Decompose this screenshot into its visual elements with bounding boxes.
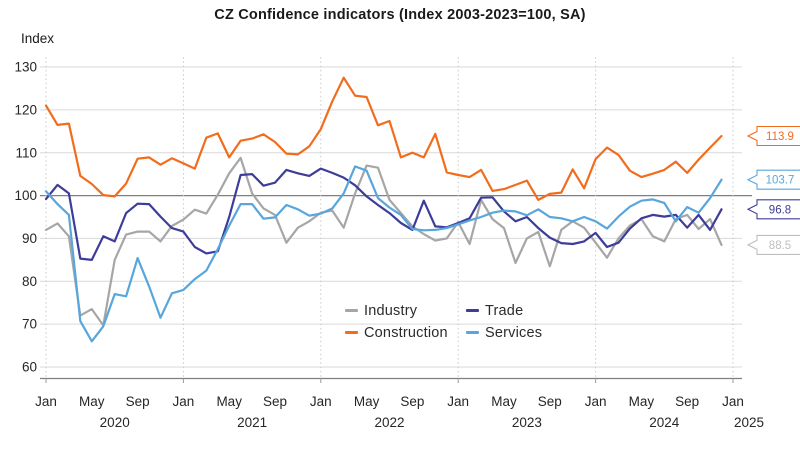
y-tick-label: 120: [14, 103, 37, 118]
end-label-box: [746, 125, 800, 147]
y-tick-label: 130: [14, 60, 37, 75]
series-line-trade: [44, 167, 723, 261]
end-label-trade: 96.8: [746, 199, 800, 220]
x-tick-label: Jan: [447, 394, 469, 409]
y-tick-label: 70: [22, 317, 37, 332]
series-line-industry: [44, 156, 723, 327]
legend-marker-services: [466, 331, 479, 334]
end-label-box: [746, 199, 800, 220]
x-year-label: 2022: [374, 415, 404, 430]
x-tick-label: Sep: [400, 394, 424, 409]
y-tick-label: 100: [14, 188, 37, 203]
x-tick-label: Sep: [126, 394, 150, 409]
y-tick-label: 80: [22, 274, 37, 289]
end-label-value: 88.5: [769, 240, 791, 252]
chart-legend: Industry Trade Construction Services: [345, 300, 542, 343]
x-year-label: 2020: [100, 415, 130, 430]
series-line-services: [44, 165, 723, 343]
x-tick-label: Jan: [173, 394, 195, 409]
legend-item-trade: Trade: [466, 300, 542, 321]
end-label-value: 96.8: [769, 204, 791, 216]
x-tick-label: Jan: [722, 394, 744, 409]
y-tick-label: 90: [22, 231, 37, 246]
x-tick-label: Jan: [585, 394, 607, 409]
legend-item-industry: Industry: [345, 300, 466, 321]
legend-item-services: Services: [466, 322, 542, 343]
x-year-label: 2023: [512, 415, 542, 430]
legend-marker-construction: [345, 331, 358, 334]
x-tick-label: Jan: [310, 394, 332, 409]
x-year-label: 2024: [649, 415, 680, 430]
x-tick-label: May: [629, 394, 655, 409]
legend-label: Trade: [485, 302, 524, 319]
x-tick-label: May: [216, 394, 242, 409]
x-tick-label: May: [491, 394, 517, 409]
x-tick-label: May: [354, 394, 380, 409]
x-tick-label: Sep: [538, 394, 562, 409]
end-label-value: 113.9: [766, 131, 794, 143]
chart-title: CZ Confidence indicators (Index 2003-202…: [214, 7, 586, 23]
legend-item-construction: Construction: [345, 322, 466, 343]
y-tick-label: 60: [22, 360, 37, 375]
y-tick-label: 110: [15, 145, 37, 160]
x-tick-label: May: [79, 394, 105, 409]
x-year-label: 2021: [237, 415, 267, 430]
y-axis-title: Index: [21, 31, 55, 46]
legend-marker-industry: [345, 309, 358, 312]
end-label-value: 103.7: [766, 175, 795, 187]
legend-label: Construction: [364, 324, 448, 341]
x-tick-label: Jan: [35, 394, 57, 409]
legend-label: Industry: [364, 302, 418, 319]
x-tick-label: Sep: [263, 394, 287, 409]
x-year-label: 2025: [734, 415, 764, 430]
end-label-industry: 88.5: [746, 234, 800, 255]
x-tick-label: Sep: [675, 394, 699, 409]
end-label-services: 103.7: [746, 169, 800, 190]
legend-marker-trade: [466, 309, 479, 312]
end-label-box: [746, 234, 800, 255]
end-label-box: [746, 169, 800, 190]
end-label-construction: 113.9: [746, 125, 800, 147]
series-line-construction: [44, 76, 723, 201]
legend-label: Services: [485, 324, 543, 341]
